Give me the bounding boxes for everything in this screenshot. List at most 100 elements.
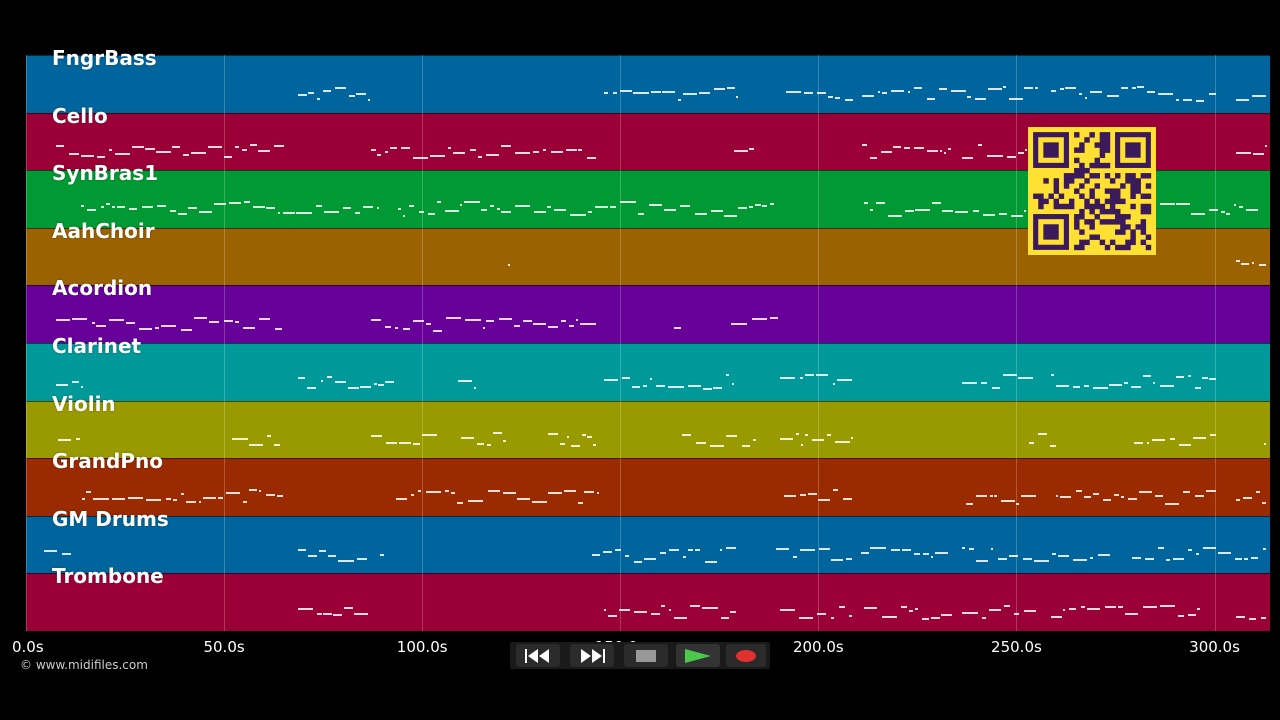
note-mark — [705, 561, 717, 563]
note-mark — [483, 327, 485, 329]
note-mark — [800, 377, 803, 379]
note-mark — [881, 151, 892, 153]
note-mark — [603, 551, 612, 553]
note-mark — [944, 152, 946, 154]
fast-forward-button[interactable] — [570, 644, 614, 667]
play-button[interactable] — [676, 644, 720, 667]
note-mark — [1090, 91, 1102, 93]
note-mark — [445, 210, 459, 212]
note-mark — [170, 210, 176, 212]
note-mark — [81, 155, 94, 157]
gridline — [1215, 55, 1216, 631]
note-mark — [566, 149, 577, 151]
note-mark — [992, 387, 1000, 389]
note-mark — [308, 92, 313, 94]
note-mark — [978, 144, 982, 146]
track-lane: Clarinet — [26, 343, 1270, 401]
note-mark — [497, 208, 500, 210]
note-mark — [870, 547, 886, 549]
note-mark — [721, 617, 729, 619]
note-mark — [523, 320, 532, 322]
note-mark — [428, 213, 436, 215]
note-mark — [804, 92, 813, 94]
note-mark — [1063, 609, 1065, 611]
gridline — [224, 55, 225, 631]
note-mark — [354, 613, 368, 615]
note-mark — [203, 497, 216, 499]
record-button[interactable] — [726, 644, 766, 667]
note-mark — [688, 385, 701, 387]
note-mark — [86, 491, 91, 493]
note-mark — [831, 617, 835, 619]
note-mark — [762, 205, 766, 207]
note-mark — [1209, 209, 1218, 211]
note-mark — [1145, 558, 1154, 560]
note-mark — [902, 549, 911, 551]
note-mark — [613, 92, 618, 94]
note-mark — [490, 205, 494, 207]
note-mark — [1121, 87, 1128, 89]
track-lane: GM Drums — [26, 516, 1270, 574]
note-mark — [250, 144, 257, 146]
note-mark — [780, 438, 793, 440]
note-mark — [157, 205, 166, 207]
note-mark — [1124, 382, 1128, 384]
note-mark — [1018, 152, 1024, 154]
note-mark — [584, 491, 594, 493]
note-mark — [1034, 560, 1049, 562]
note-mark — [307, 387, 316, 389]
note-mark — [112, 206, 116, 208]
note-mark — [333, 614, 342, 616]
track-name: SynBras1 — [52, 161, 158, 185]
note-mark — [1105, 606, 1116, 608]
note-mark — [62, 553, 71, 555]
note-mark — [274, 145, 284, 147]
note-mark — [955, 211, 968, 213]
note-mark — [258, 150, 270, 152]
note-mark — [126, 322, 135, 324]
note-mark — [988, 88, 1002, 90]
note-mark — [426, 323, 430, 325]
note-mark — [360, 386, 371, 388]
note-mark — [418, 490, 421, 492]
note-mark — [433, 330, 442, 332]
gridline — [26, 55, 27, 631]
note-mark — [224, 156, 232, 158]
note-mark — [1098, 554, 1110, 556]
note-mark — [931, 556, 933, 558]
time-tick-label: 300.0s — [1189, 638, 1240, 656]
note-mark — [969, 548, 975, 550]
note-mark — [597, 492, 599, 494]
note-mark — [1038, 433, 1047, 435]
note-mark — [155, 327, 158, 329]
note-mark — [371, 435, 382, 437]
note-mark — [229, 202, 242, 204]
note-mark — [560, 443, 565, 445]
note-mark — [1166, 559, 1170, 561]
note-mark — [1003, 374, 1017, 376]
note-mark — [932, 202, 941, 204]
note-mark — [927, 150, 938, 152]
note-mark — [588, 211, 592, 213]
note-mark — [1152, 439, 1165, 441]
rewind-button[interactable] — [516, 644, 560, 667]
credit-text: © www.midifiles.com — [20, 658, 148, 672]
track-name: FngrBass — [52, 46, 157, 70]
note-mark — [732, 383, 734, 385]
note-mark — [587, 436, 592, 438]
note-mark — [316, 205, 321, 207]
stop-button[interactable] — [624, 644, 668, 667]
note-mark — [115, 153, 131, 155]
note-mark — [669, 549, 679, 551]
note-mark — [501, 211, 511, 213]
note-mark — [711, 210, 723, 212]
note-mark — [385, 381, 394, 383]
note-mark — [914, 553, 920, 555]
note-mark — [235, 321, 239, 323]
note-mark — [1007, 156, 1017, 158]
note-mark — [1114, 494, 1119, 496]
note-mark — [660, 552, 666, 554]
note-mark — [914, 147, 924, 149]
note-mark — [355, 212, 359, 214]
note-mark — [726, 435, 737, 437]
